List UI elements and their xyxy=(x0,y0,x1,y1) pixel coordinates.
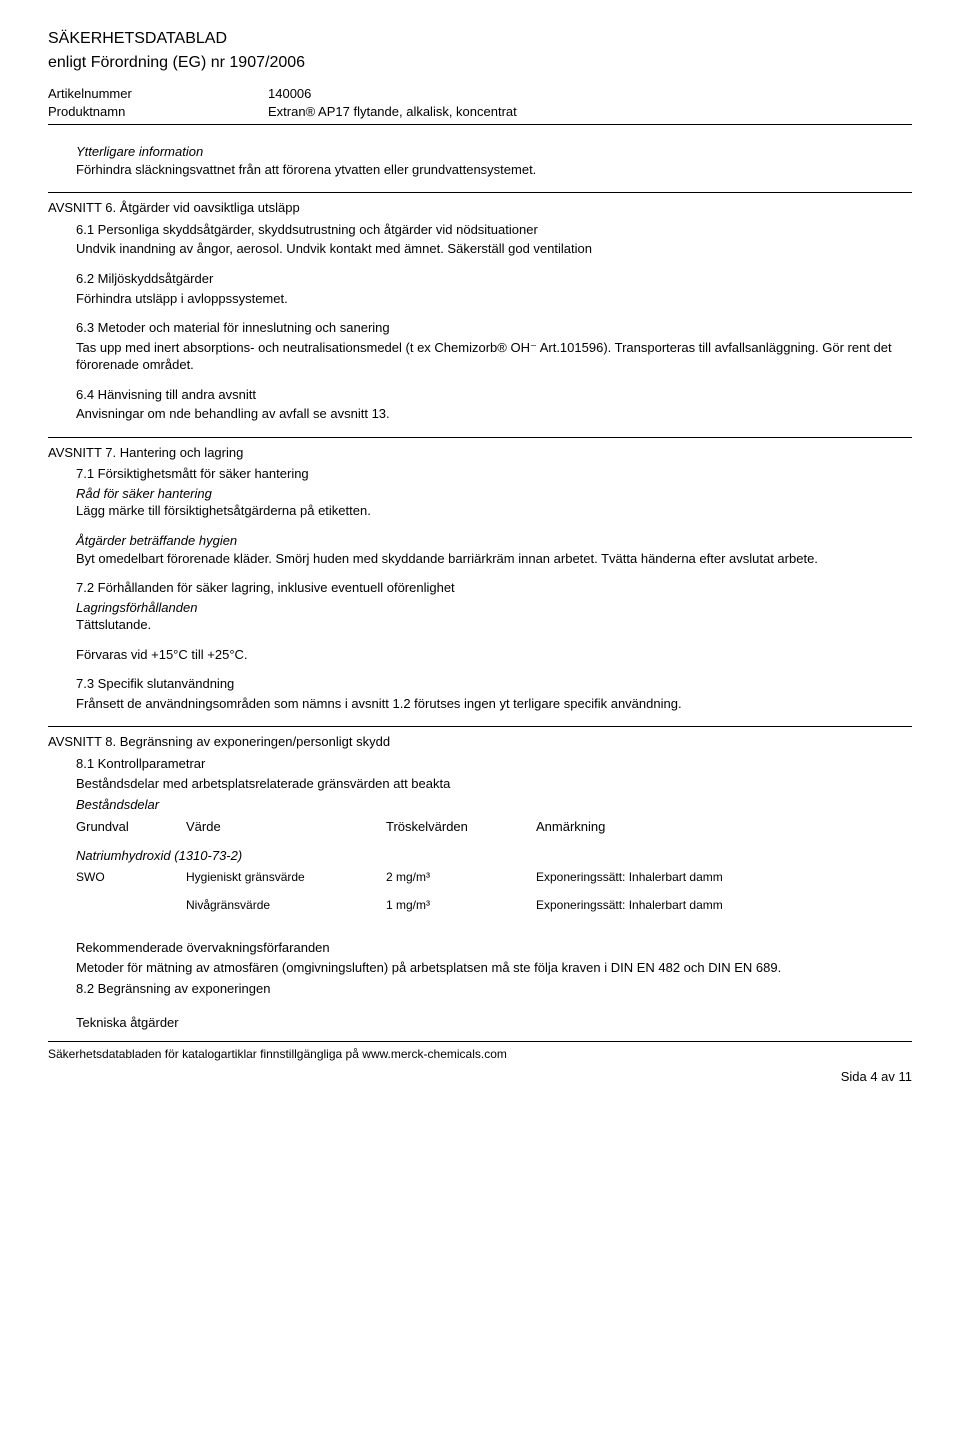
substance-name: Natriumhydroxid (1310-73-2) xyxy=(76,847,912,865)
s71-text1: Lägg märke till försiktighetsåtgärderna … xyxy=(76,502,912,520)
further-info-heading: Ytterligare information xyxy=(76,143,912,161)
s71-sub1: Råd för säker hantering xyxy=(76,485,912,503)
s72-text1: Tättslutande. xyxy=(76,616,912,634)
th-value: Värde xyxy=(186,818,386,836)
r2-value: Nivågränsvärde xyxy=(186,897,386,913)
rec-text: Metoder för mätning av atmosfären (omgiv… xyxy=(76,959,912,977)
header-rule xyxy=(48,124,912,125)
components-label: Beståndsdelar xyxy=(76,796,912,814)
th-threshold: Tröskelvärden xyxy=(386,818,536,836)
s81-title: 8.1 Kontrollparametrar xyxy=(76,755,912,773)
r1-note: Exponeringssätt: Inhalerbart damm xyxy=(536,869,912,885)
section6-rule xyxy=(48,192,912,193)
s73-text: Frånsett de användningsområden som nämns… xyxy=(76,695,912,713)
article-value: 140006 xyxy=(268,85,912,103)
r1-value: Hygieniskt gränsvärde xyxy=(186,869,386,885)
product-label: Produktnamn xyxy=(48,103,268,121)
s82-title: 8.2 Begränsning av exponeringen xyxy=(76,980,912,998)
s71-text2: Byt omedelbart förorenade kläder. Smörj … xyxy=(76,550,912,568)
further-info-text: Förhindra släckningsvattnet från att för… xyxy=(76,161,912,179)
s71-sub2: Åtgärder beträffande hygien xyxy=(76,532,912,550)
section7-rule xyxy=(48,437,912,438)
section8-title: AVSNITT 8. Begränsning av exponeringen/p… xyxy=(48,733,912,751)
rec-heading: Rekommenderade övervakningsförfaranden xyxy=(76,939,912,957)
section8-rule xyxy=(48,726,912,727)
s62-text: Förhindra utsläpp i avloppssystemet. xyxy=(76,290,912,308)
r2-note: Exponeringssätt: Inhalerbart damm xyxy=(536,897,912,913)
s72-sub: Lagringsförhållanden xyxy=(76,599,912,617)
s61-text: Undvik inandning av ångor, aerosol. Undv… xyxy=(76,240,912,258)
s62-title: 6.2 Miljöskyddsåtgärder xyxy=(76,270,912,288)
meta-block: Artikelnummer 140006 Produktnamn Extran®… xyxy=(48,85,912,120)
further-info-block: Ytterligare information Förhindra släckn… xyxy=(48,143,912,178)
r2-basis xyxy=(76,897,186,913)
article-label: Artikelnummer xyxy=(48,85,268,103)
limits-row-2: Nivågränsvärde 1 mg/m³ Exponeringssätt: … xyxy=(76,897,912,913)
r1-threshold: 2 mg/m³ xyxy=(386,869,536,885)
s61-title: 6.1 Personliga skyddsåtgärder, skyddsutr… xyxy=(76,221,912,239)
doc-subtitle: enligt Förordning (EG) nr 1907/2006 xyxy=(48,52,912,74)
r1-basis: SWO xyxy=(76,869,186,885)
section6-title: AVSNITT 6. Åtgärder vid oavsiktliga utsl… xyxy=(48,199,912,217)
tech-heading: Tekniska åtgärder xyxy=(76,1014,912,1032)
s63-text: Tas upp med inert absorptions- och neutr… xyxy=(76,339,912,374)
s73-title: 7.3 Specifik slutanvändning xyxy=(76,675,912,693)
s81-sub1: Beståndsdelar med arbetsplatsrelaterade … xyxy=(76,775,912,793)
section7-title: AVSNITT 7. Hantering och lagring xyxy=(48,444,912,462)
product-value: Extran® AP17 flytande, alkalisk, koncent… xyxy=(268,103,912,121)
s64-title: 6.4 Hänvisning till andra avsnitt xyxy=(76,386,912,404)
footer-rule xyxy=(48,1041,912,1042)
s72-text2: Förvaras vid +15°C till +25°C. xyxy=(76,646,912,664)
footer-left: Säkerhetsdatabladen för katalogartiklar … xyxy=(48,1046,912,1062)
s72-title: 7.2 Förhållanden för säker lagring, inkl… xyxy=(76,579,912,597)
s64-text: Anvisningar om nde behandling av avfall … xyxy=(76,405,912,423)
s63-title: 6.3 Metoder och material för inneslutnin… xyxy=(76,319,912,337)
r2-threshold: 1 mg/m³ xyxy=(386,897,536,913)
th-basis: Grundval xyxy=(76,818,186,836)
s71-title: 7.1 Försiktighetsmått för säker hanterin… xyxy=(76,465,912,483)
limits-table-header: Grundval Värde Tröskelvärden Anmärkning xyxy=(76,818,912,836)
limits-row-1: SWO Hygieniskt gränsvärde 2 mg/m³ Expone… xyxy=(76,869,912,885)
th-note: Anmärkning xyxy=(536,818,912,836)
doc-title: SÄKERHETSDATABLAD xyxy=(48,28,912,50)
footer-page: Sida 4 av 11 xyxy=(48,1068,912,1086)
